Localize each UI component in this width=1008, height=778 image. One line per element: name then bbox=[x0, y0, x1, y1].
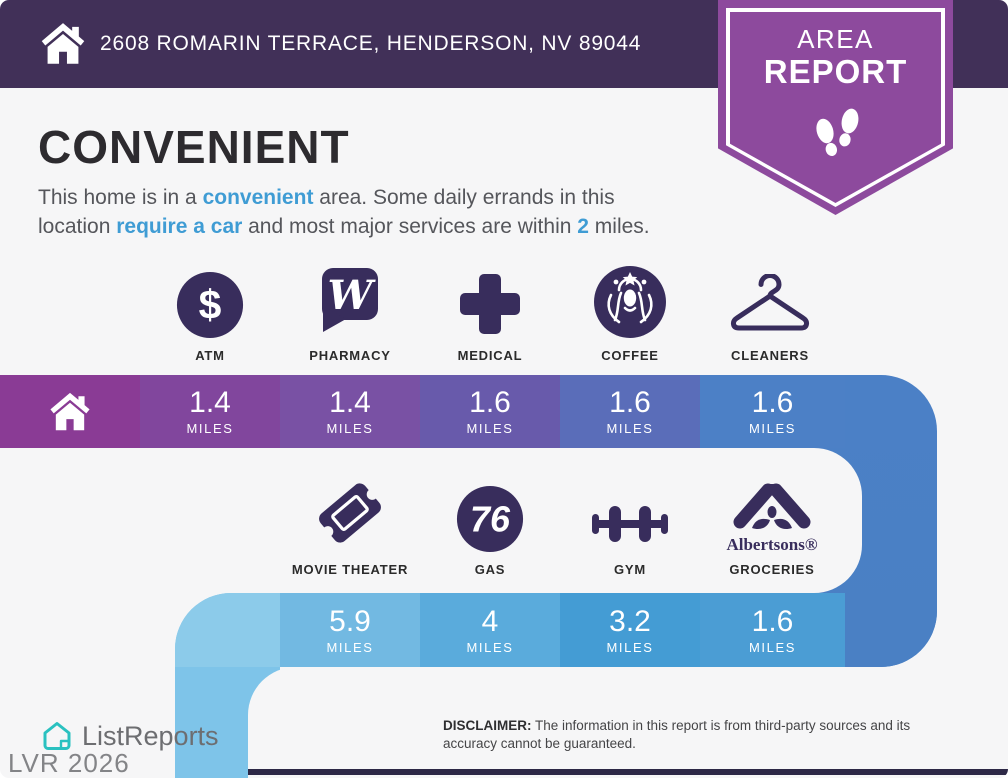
distance-cell: 1.6 MILES bbox=[700, 375, 845, 448]
desc-t3: and most major services are within bbox=[242, 215, 578, 238]
desc-highlight-require-a-car: require a car bbox=[116, 215, 243, 238]
service-label: GYM bbox=[613, 562, 646, 577]
service-label: PHARMACY bbox=[309, 348, 391, 363]
service-cleaners: CLEANERS bbox=[685, 258, 855, 363]
service-pharmacy: W PHARMACY bbox=[265, 258, 435, 363]
service-label: COFFEE bbox=[601, 348, 659, 363]
dollar-circle-icon: $ bbox=[175, 258, 245, 340]
bottom-edge-line bbox=[248, 769, 1008, 775]
distance-bar-top: 1.4 MILES 1.4 MILES 1.6 MILES 1.6 MILES … bbox=[0, 375, 845, 448]
svg-text:Albertsons®: Albertsons® bbox=[726, 535, 817, 554]
disclaimer-text: The information in this report is from t… bbox=[443, 718, 911, 751]
service-label: MEDICAL bbox=[457, 348, 523, 363]
home-cell bbox=[0, 375, 140, 448]
desc-t2: area. Some daily errands in this locatio… bbox=[38, 186, 615, 238]
badge-line1: AREA bbox=[797, 24, 874, 54]
service-label: GAS bbox=[474, 562, 506, 577]
listreports-house-icon bbox=[43, 722, 71, 750]
content-panel-middle bbox=[0, 448, 862, 593]
property-address: 2608 ROMARIN TERRACE, HENDERSON, NV 8904… bbox=[100, 32, 642, 55]
service-label: ATM bbox=[195, 348, 225, 363]
medical-cross-icon bbox=[454, 258, 526, 340]
page-title: CONVENIENT bbox=[38, 121, 350, 173]
distance-cell: 5.9 MILES bbox=[280, 593, 420, 667]
walgreens-icon: W bbox=[315, 258, 385, 340]
service-label: CLEANERS bbox=[731, 348, 809, 363]
service-groceries: Albertsons® GROCERIES bbox=[687, 472, 857, 577]
watermark: LVR 2026 bbox=[8, 748, 130, 778]
distance-cell: 1.6 MILES bbox=[420, 375, 560, 448]
desc-highlight-2: 2 bbox=[577, 215, 589, 238]
listreports-logo: ListReports bbox=[40, 719, 219, 753]
service-medical: MEDICAL bbox=[405, 258, 575, 363]
listreports-wordmark: ListReports bbox=[82, 720, 219, 751]
svg-text:76: 76 bbox=[470, 499, 511, 540]
content-panel-bottom bbox=[248, 667, 1008, 778]
distance-bar-bottom: 5.9 MILES 4 MILES 3.2 MILES 1.6 MILES bbox=[175, 593, 937, 667]
service-gas: 76 GAS bbox=[405, 472, 575, 577]
home-icon bbox=[50, 392, 90, 430]
76-gas-icon: 76 bbox=[455, 472, 525, 554]
desc-highlight-convenient: convenient bbox=[202, 186, 314, 209]
distance-cell: 1.6 MILES bbox=[700, 593, 845, 667]
home-icon bbox=[38, 18, 88, 75]
corner-cell bbox=[175, 593, 280, 667]
disclaimer-label: DISCLAIMER: bbox=[443, 718, 532, 733]
starbucks-icon bbox=[592, 258, 668, 340]
dumbbell-icon bbox=[587, 472, 673, 554]
service-label: GROCERIES bbox=[729, 562, 815, 577]
service-gym: GYM bbox=[545, 472, 715, 577]
distance-cell: 3.2 MILES bbox=[560, 593, 700, 667]
badge-line2: REPORT bbox=[763, 53, 908, 90]
area-report-badge: AREA REPORT bbox=[718, 0, 953, 215]
service-coffee: COFFEE bbox=[545, 258, 715, 363]
desc-t4: miles. bbox=[588, 215, 650, 238]
description-text: This home is in a convenient area. Some … bbox=[38, 183, 678, 241]
badge-content: AREA REPORT bbox=[718, 0, 953, 215]
distance-cell: 1.4 MILES bbox=[280, 375, 420, 448]
svg-text:W: W bbox=[328, 272, 377, 319]
svg-text:$: $ bbox=[199, 282, 222, 328]
albertsons-icon: Albertsons® bbox=[718, 472, 826, 554]
corner-cell bbox=[845, 593, 937, 667]
desc-t1: This home is in a bbox=[38, 186, 203, 209]
distance-cell: 1.4 MILES bbox=[140, 375, 280, 448]
distance-cell: 1.6 MILES bbox=[560, 375, 700, 448]
service-label: MOVIE THEATER bbox=[291, 562, 409, 577]
disclaimer: DISCLAIMER: The information in this repo… bbox=[443, 717, 963, 752]
distance-cell: 4 MILES bbox=[420, 593, 560, 667]
hanger-icon bbox=[728, 258, 812, 340]
service-atm: $ ATM bbox=[125, 258, 295, 363]
footprints-icon bbox=[815, 108, 858, 156]
ticket-icon bbox=[308, 472, 392, 554]
service-movie-theater: MOVIE THEATER bbox=[265, 472, 435, 577]
